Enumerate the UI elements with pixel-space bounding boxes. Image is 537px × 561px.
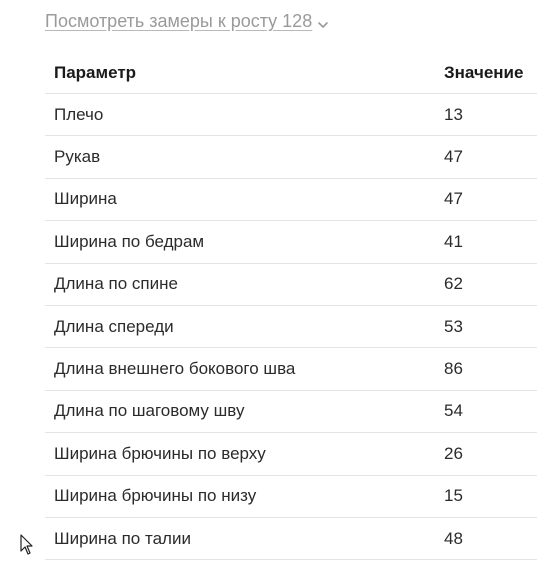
row-param: Длина спереди — [45, 305, 435, 349]
table-row: Длина спереди 53 — [45, 305, 537, 349]
row-param: Ширина по талии — [45, 517, 435, 561]
row-value: 62 — [435, 263, 537, 306]
row-value: 53 — [435, 305, 537, 349]
row-value: 54 — [435, 390, 537, 434]
table-row: Ширина по бедрам 41 — [45, 220, 537, 264]
header-value: Значение — [435, 52, 537, 94]
table-row: Ширина брючины по верху 26 — [45, 432, 537, 476]
table-row: Ширина брючины по низу 15 — [45, 475, 537, 518]
row-value: 47 — [435, 135, 537, 179]
table-row: Ширина по талии 48 — [45, 517, 537, 561]
measurements-table: Параметр Значение Плечо 13 Рукав 47 Шири… — [45, 52, 537, 561]
row-param: Ширина брючины по низу — [45, 475, 435, 518]
row-param: Длина по спине — [45, 263, 435, 306]
chevron-down-icon — [316, 16, 330, 30]
row-param: Рукав — [45, 135, 435, 179]
view-measurements-link[interactable]: Посмотреть замеры к росту 128 — [45, 11, 330, 32]
table-row: Длина по спине 62 — [45, 263, 537, 306]
table-header-row: Параметр Значение — [45, 52, 537, 94]
mouse-pointer-icon — [20, 534, 34, 556]
row-param: Плечо — [45, 93, 435, 137]
row-param: Длина внешнего бокового шва — [45, 347, 435, 391]
table-row: Длина по шаговому шву 54 — [45, 390, 537, 434]
row-value: 48 — [435, 517, 537, 561]
row-param: Ширина по бедрам — [45, 220, 435, 264]
table-row: Рукав 47 — [45, 135, 537, 179]
row-param: Ширина — [45, 178, 435, 222]
table-row: Ширина 47 — [45, 178, 537, 222]
row-param: Ширина брючины по верху — [45, 432, 435, 476]
row-value: 26 — [435, 432, 537, 476]
view-measurements-label: Посмотреть замеры к росту 128 — [45, 11, 313, 31]
table-row: Плечо 13 — [45, 93, 537, 137]
row-value: 86 — [435, 347, 537, 391]
row-value: 47 — [435, 178, 537, 222]
row-value: 41 — [435, 220, 537, 264]
row-value: 15 — [435, 475, 537, 518]
row-param: Длина по шаговому шву — [45, 390, 435, 434]
table-row: Длина внешнего бокового шва 86 — [45, 347, 537, 391]
row-value: 13 — [435, 93, 537, 137]
header-param: Параметр — [45, 52, 435, 94]
